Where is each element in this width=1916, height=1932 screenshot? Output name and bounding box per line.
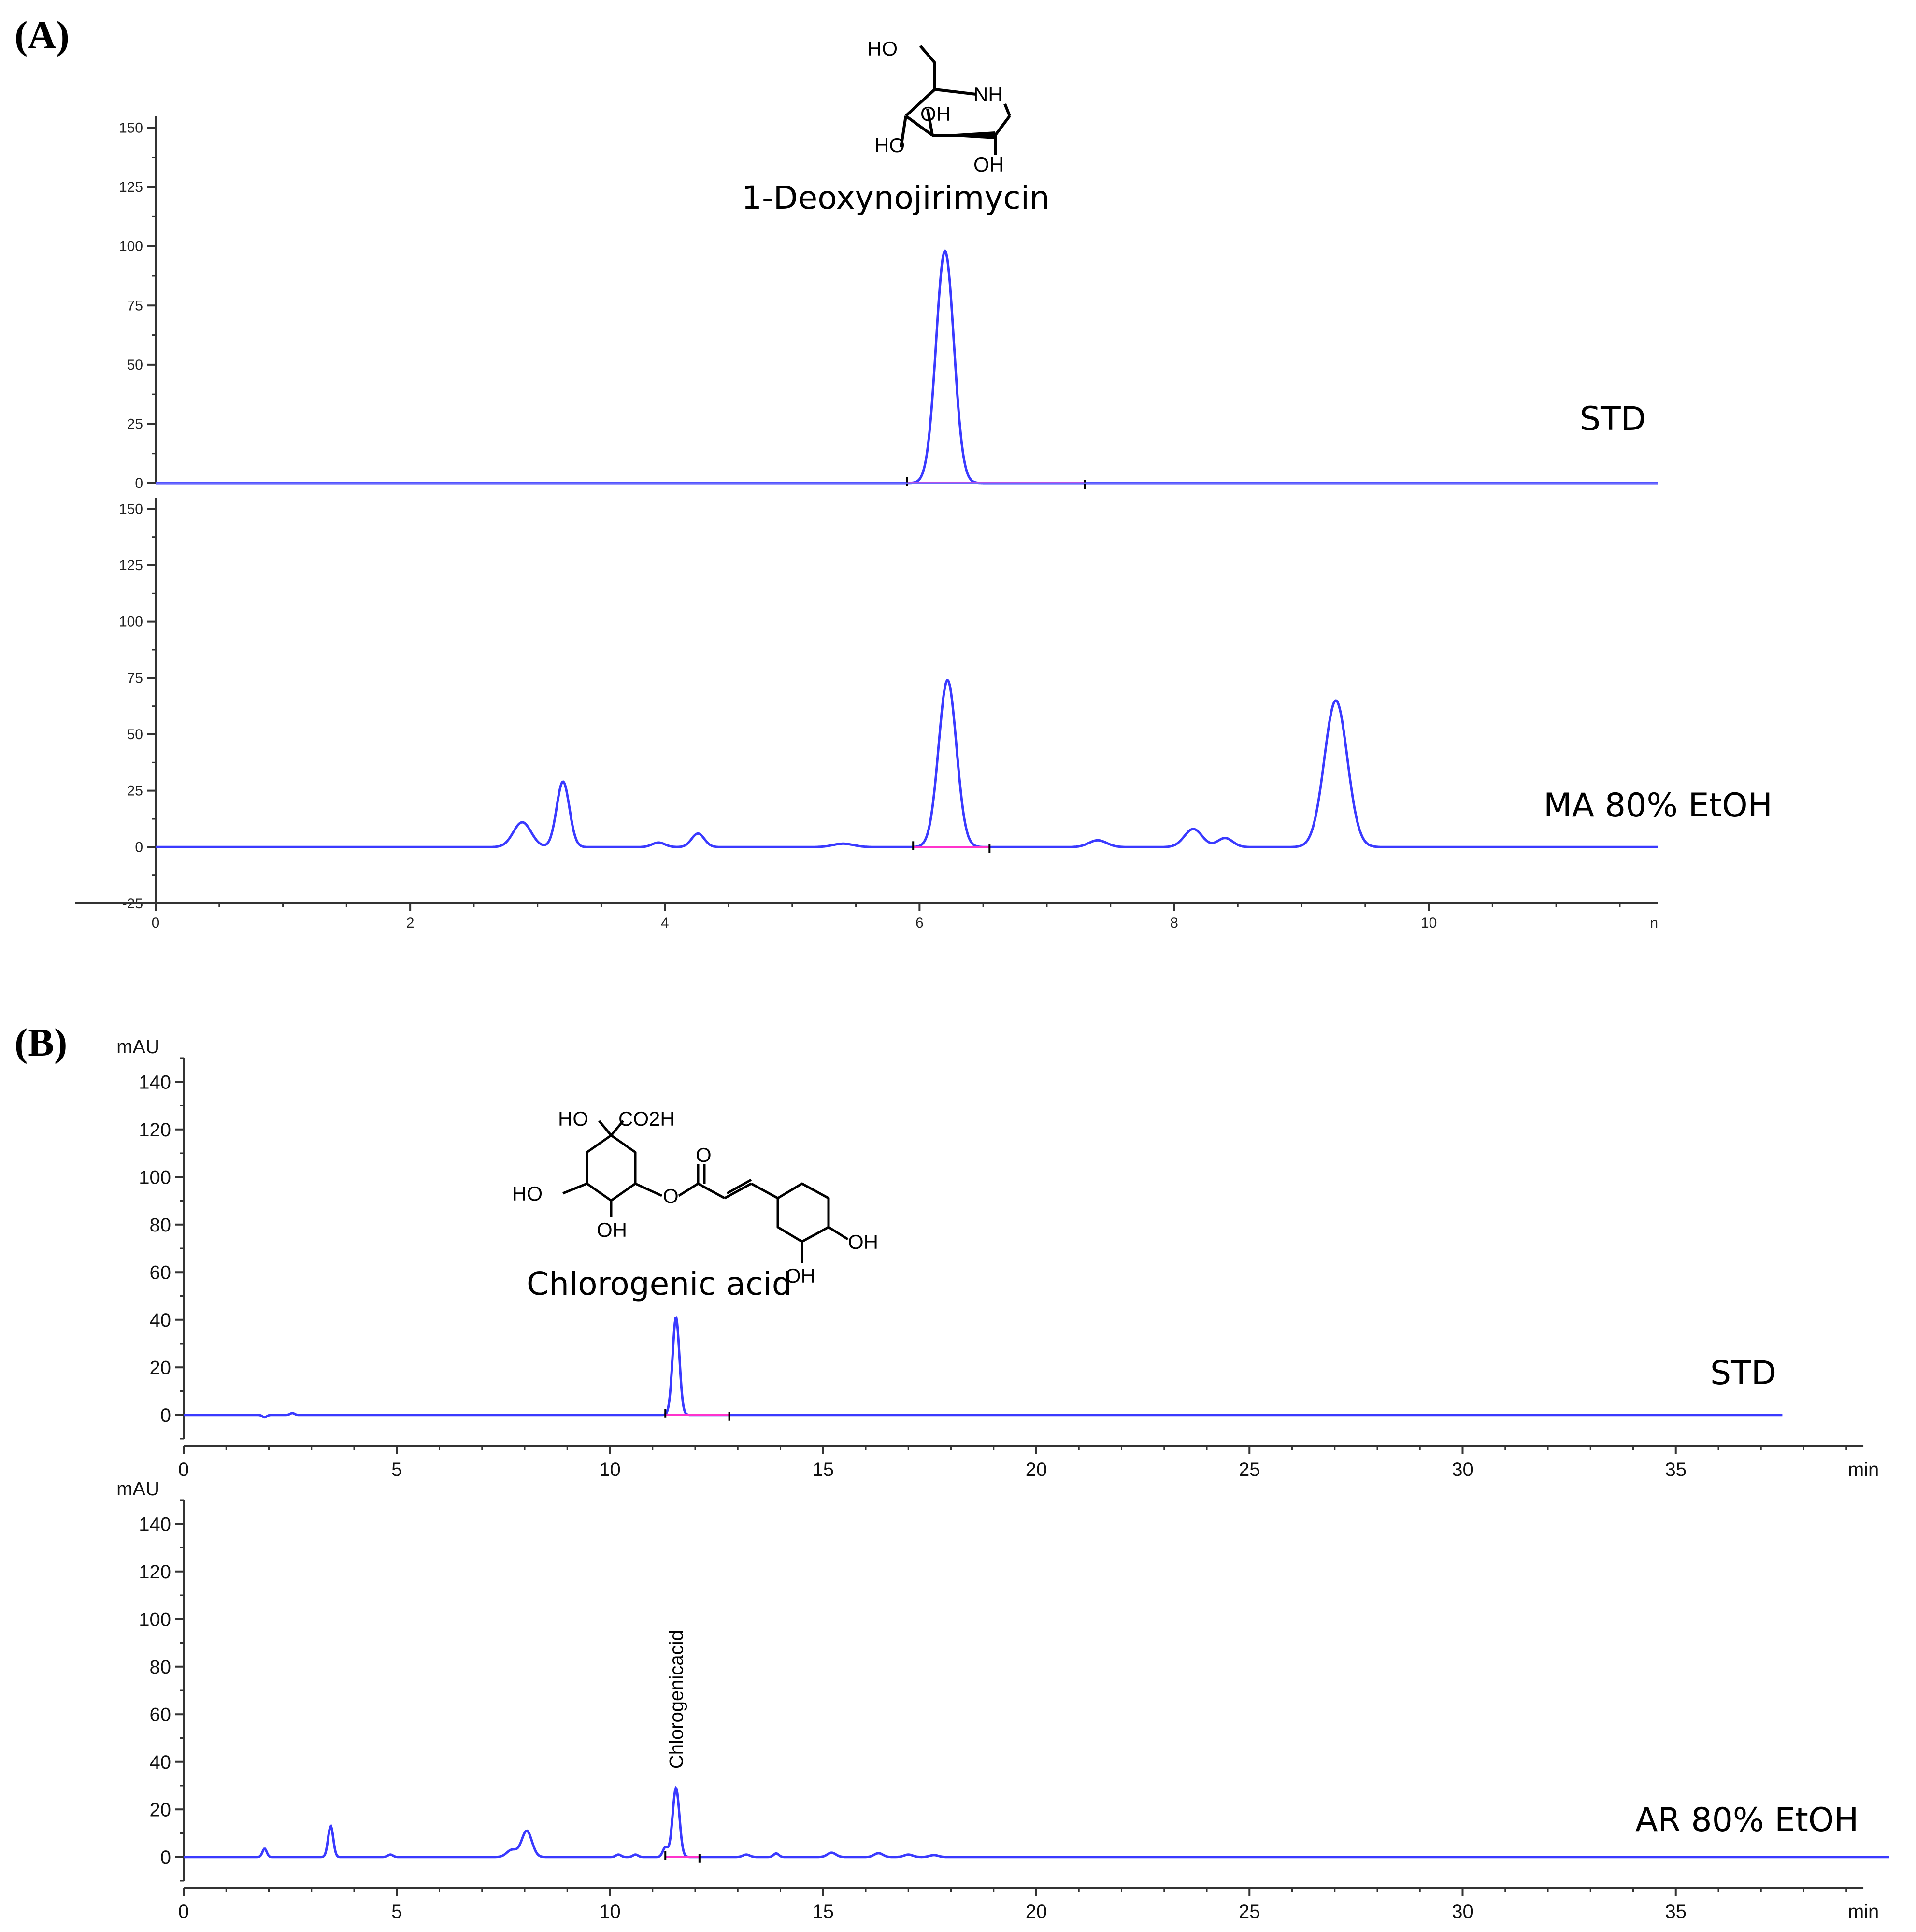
b-ar-x-unit: min [1848,1901,1879,1922]
cga-atom-co2h: CO2H [618,1107,675,1130]
b-std-x-unit: min [1848,1459,1879,1480]
a-x-unit: n [1650,915,1658,931]
a-ma-y-tick-label: 100 [119,614,143,630]
dnj-atom-ho-left: HO [874,134,905,157]
cga-atom-ho-left: HO [512,1182,543,1205]
cga-atom-o-carbonyl: O [696,1144,712,1166]
panel-b-ar-plot: 0 20 40 60 80 100 120 140 mAU 0 5 10 15 20 25 30 35 min Ch… [116,1478,1889,1922]
a-x-tick-label: 8 [1170,915,1178,931]
b-ar-y-tick-label: 80 [150,1657,172,1678]
b-ar-x-tick-label: 35 [1665,1901,1687,1922]
b-ar-x-tick-label: 20 [1026,1901,1047,1922]
a-std-y-tick-label: 25 [127,416,143,432]
b-std-y-tick-label: 80 [150,1215,172,1236]
b-ar-x-tick-label: 30 [1452,1901,1473,1922]
b-std-x-tick-label: 30 [1452,1459,1473,1480]
b-ar-y-tick-label: 40 [150,1752,172,1773]
trace-label-a-ma: MA 80% EtOH [1544,787,1773,825]
a-x-tick-label: 0 [152,915,160,931]
b-std-y-tick-label: 120 [139,1119,171,1141]
b-ar-trace [184,1786,1889,1859]
b-ar-x-tick-label: 10 [599,1901,621,1922]
b-std-x-tick-label: 10 [599,1459,621,1480]
trace-label-b-ar: AR 80% EtOH [1635,1801,1859,1839]
a-std-y-tick-label: 125 [119,179,143,195]
b-std-y-tick-label: 20 [150,1357,172,1378]
a-std-trace [156,249,1658,485]
trace-label-b-std: STD [1710,1354,1776,1392]
cga-atom-oh-para: OH [848,1231,878,1253]
b-std-x-tick-label: 20 [1026,1459,1047,1480]
trace-label-a-std: STD [1580,400,1646,438]
b-std-y-tick-label: 0 [160,1405,171,1426]
cga-compound-name: Chlorogenic acid [527,1265,792,1302]
dnj-compound-name: 1-Deoxynojirimycin [742,179,1050,216]
dnj-atom-oh-mid: OH [920,102,951,125]
dnj-atom-nh: NH [973,83,1003,106]
b-ar-x-tick-label: 25 [1239,1901,1260,1922]
a-x-tick-label: 2 [406,915,415,931]
b-ar-y-tick-label: 20 [150,1799,172,1820]
panel-a-label: (A) [14,13,70,57]
a-std-y-tick-label: 150 [119,120,143,136]
b-ar-x-tick-label: 15 [813,1901,834,1922]
a-x-tick-label: 4 [661,915,669,931]
dnj-atom-ho-top: HO [867,37,898,60]
a-ma-trace [156,679,1658,848]
a-std-y-tick-label: 0 [135,475,143,491]
cga-atom-o-ester: O [663,1185,679,1207]
a-x-tick-label: 6 [915,915,924,931]
dnj-structure: HO NH OH HO OH 1-Deoxynojirimycin [742,37,1050,216]
dnj-atom-oh-bottom: OH [973,153,1004,176]
b-std-x-tick-label: 0 [178,1459,189,1480]
a-std-y-tick-label: 100 [119,239,143,255]
b-std-x-tick-label: 35 [1665,1459,1687,1480]
b-std-x-tick-label: 15 [813,1459,834,1480]
cga-atom-oh-bottom: OH [597,1218,627,1241]
b-ar-y-tick-label: 60 [150,1704,172,1725]
b-std-x-tick-label: 5 [391,1459,402,1480]
b-ar-y-unit: mAU [116,1478,159,1500]
b-ar-x-tick-label: 5 [391,1901,402,1922]
panel-a-std-plot: 0 25 50 75 100 125 150 [119,116,1658,491]
a-ma-y-tick-label: 75 [127,670,143,686]
cga-atom-ho-top: HO [558,1107,588,1130]
a-ma-y-tick-label: 125 [119,558,143,573]
cga-atom-oh-meta: OH [785,1264,815,1287]
b-std-y-tick-label: 100 [139,1167,171,1188]
b-std-trace [184,1316,1783,1419]
b-ar-y-tick-label: 0 [160,1847,171,1868]
b-ar-peak-label: Chlorogenicacid [666,1630,687,1769]
b-ar-x-tick-label: 0 [178,1901,189,1922]
b-ar-y-tick-label: 140 [139,1514,171,1535]
panel-b-std-plot: 0 20 40 60 80 100 120 140 mAU 0 5 10 15 20 25 30 35 min [116,1036,1879,1480]
a-ma-y-tick-label: 150 [119,501,143,517]
a-ma-y-tick-label: 25 [127,783,143,799]
b-std-x-tick-label: 25 [1239,1459,1260,1480]
b-std-y-tick-label: 40 [150,1310,172,1331]
a-ma-y-tick-label: 0 [135,839,143,855]
panel-b-label: (B) [14,1020,67,1064]
a-x-tick-label: 10 [1421,915,1437,931]
b-ar-y-tick-label: 100 [139,1609,171,1630]
a-std-y-tick-label: 50 [127,357,143,373]
cga-structure: HO CO2H O HO OH O OH OH Chlorogenic acid [512,1107,878,1302]
a-std-y-tick-label: 75 [127,298,143,314]
b-std-y-tick-label: 60 [150,1262,172,1283]
b-ar-y-tick-label: 120 [139,1561,171,1583]
b-std-y-unit: mAU [116,1036,159,1058]
b-std-y-tick-label: 140 [139,1072,171,1093]
a-ma-y-tick-label: 50 [127,727,143,743]
